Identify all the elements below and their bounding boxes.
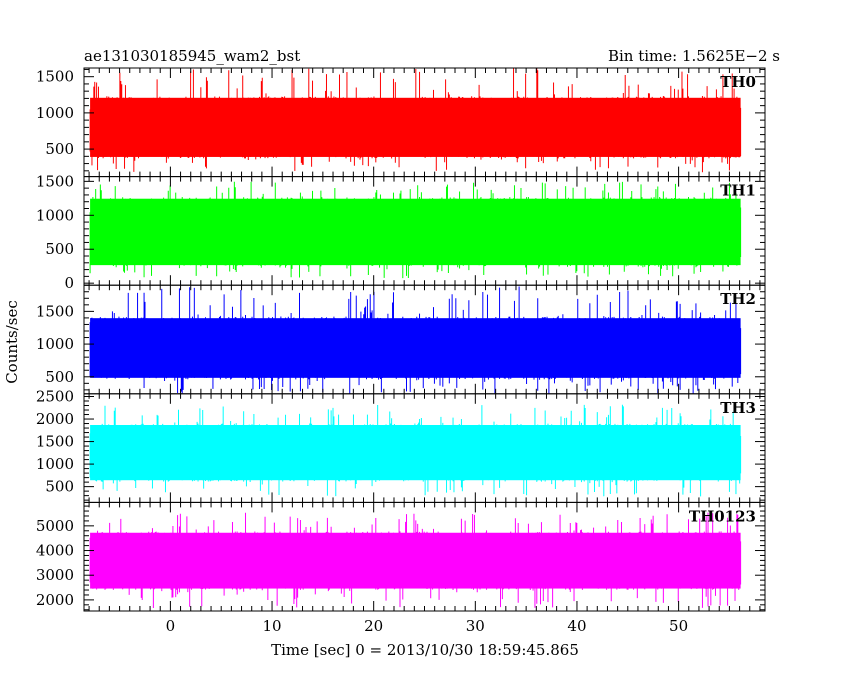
y-tick-label: 1500 <box>36 302 74 320</box>
x-tick-label: 20 <box>364 617 383 635</box>
series-th0 <box>89 68 742 173</box>
y-tick-label: 500 <box>45 140 74 158</box>
y-tick-label: 4000 <box>36 542 74 560</box>
y-tick-label: 1000 <box>36 206 74 224</box>
panel-label-th0: TH0 <box>720 73 756 91</box>
y-tick-label: 500 <box>45 368 74 386</box>
y-tick-label: 2000 <box>36 410 74 428</box>
x-tick-label: 50 <box>669 617 688 635</box>
y-tick-label: 5000 <box>36 517 74 535</box>
y-tick-label: 1000 <box>36 335 74 353</box>
panel-label-th1: TH1 <box>720 182 756 200</box>
x-tick-label: 10 <box>262 617 281 635</box>
series-th1 <box>89 181 742 279</box>
panel-th0123: 2000 3000 4000 5000 TH0123 <box>36 501 766 612</box>
bin-time-label: Bin time: 1.5625E−2 s <box>608 47 780 65</box>
panel-label-th0123: TH0123 <box>689 507 756 525</box>
y-tick-label: 1500 <box>36 172 74 190</box>
y-tick-label: 2500 <box>36 388 74 406</box>
y-tick-label: 1500 <box>36 433 74 451</box>
y-tick-label: 3000 <box>36 566 74 584</box>
chart-title: ae131030185945_wam2_bst <box>84 47 300 65</box>
panel-label-th3: TH3 <box>720 399 756 417</box>
panel-th2: 500 1000 1500 TH2 <box>36 284 766 395</box>
y-tick-label: 1500 <box>36 68 74 86</box>
y-axis-title: Counts/sec <box>3 300 21 384</box>
x-tick-label: 30 <box>466 617 485 635</box>
y-tick-label: 0 <box>64 274 74 292</box>
y-tick-label: 500 <box>45 240 74 258</box>
x-tick-label: 0 <box>166 617 176 635</box>
series-th0123 <box>89 512 742 609</box>
y-tick-label: 1000 <box>36 455 74 473</box>
panel-label-th2: TH2 <box>720 290 756 308</box>
panel-th1: 0 500 1000 1500 TH1 <box>36 172 766 292</box>
series-th3 <box>89 404 742 497</box>
y-tick-label: 1000 <box>36 104 74 122</box>
y-tick-label: 2000 <box>36 591 74 609</box>
panel-th3: 500 1000 1500 2000 2500 TH3 <box>36 388 766 503</box>
y-tick-label: 500 <box>45 478 74 496</box>
x-tick-label: 40 <box>567 617 586 635</box>
panel-th0: 500 1000 1500 TH0 <box>36 67 766 178</box>
series-th2 <box>89 286 742 394</box>
x-axis-title: Time [sec] 0 = 2013/10/30 18:59:45.865 <box>271 641 579 659</box>
